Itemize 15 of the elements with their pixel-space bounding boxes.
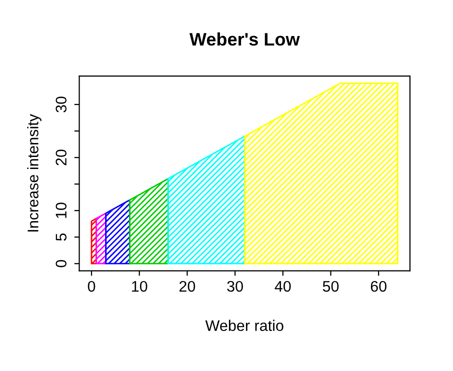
x-tick-label: 20 — [179, 280, 196, 292]
y-tick-label: 10 — [56, 202, 67, 218]
x-tick-label: 30 — [227, 280, 243, 292]
y-tick-label: 20 — [56, 150, 67, 166]
y-axis-title: Increase intensity — [27, 114, 42, 232]
y-tick-label: 30 — [56, 96, 67, 112]
x-tick-label: 0 — [88, 280, 96, 292]
x-axis-title: Weber ratio — [205, 320, 284, 332]
x-tick-label: 60 — [370, 280, 386, 292]
chart-title: Weber's Low — [189, 32, 300, 46]
x-tick-label: 40 — [274, 280, 291, 292]
y-tick-label: 5 — [56, 233, 67, 241]
x-tick-label: 50 — [322, 280, 339, 292]
y-tick-label: 0 — [56, 260, 67, 268]
x-tick-label: 10 — [132, 280, 148, 292]
